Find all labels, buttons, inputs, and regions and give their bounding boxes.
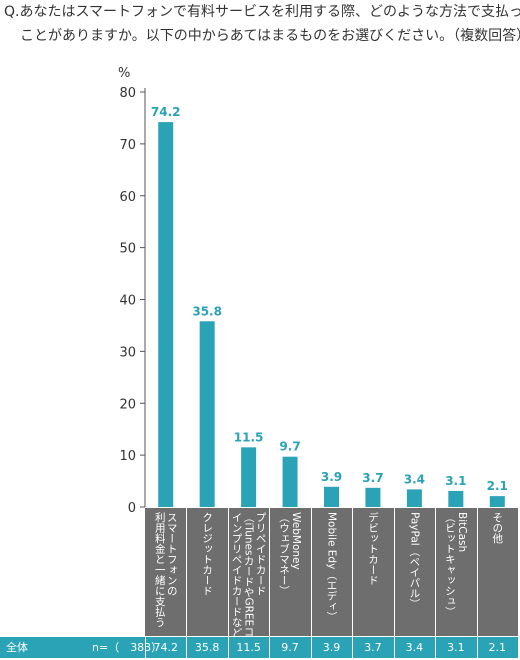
total-row-separator	[186, 637, 188, 658]
question-text: Q.あなたはスマートフォンで有料サービスを利用する際、どのような方法で支払った …	[4, 0, 520, 48]
row-divider	[0, 636, 518, 637]
category-label: BitCash （ビットキャッシュ）	[443, 512, 468, 617]
total-row-value: 11.5	[236, 641, 261, 654]
total-row-value: 3.7	[364, 641, 382, 654]
category-label: PayPal（ペイパル）	[408, 512, 421, 609]
bar-value-label: 2.1	[487, 479, 508, 493]
total-row-n: n=（ 383）	[92, 641, 163, 654]
total-row-separator	[393, 637, 395, 658]
total-row-value: 3.1	[447, 641, 465, 654]
y-tick-label: 60	[119, 190, 136, 205]
bar-value-label: 3.4	[404, 472, 425, 486]
bar	[199, 321, 215, 507]
bar-value-label: 3.1	[445, 474, 466, 488]
bar	[489, 496, 505, 507]
total-row-separator	[227, 637, 229, 658]
category-label: その他	[491, 512, 504, 544]
bar-value-label: 74.2	[151, 105, 181, 119]
y-tick-label: 10	[119, 449, 136, 464]
total-row-separator	[145, 637, 146, 658]
category-label-panel: スマートフォンの 利用料金と一緒に支払う クレジットカード プリペイドカード （iT…	[145, 508, 518, 649]
y-tick-label: 30	[119, 345, 136, 360]
bar	[158, 122, 174, 508]
category-label: デビットカード	[366, 512, 379, 586]
bar-value-label: 35.8	[192, 304, 222, 318]
category-label: WebMoney （ウェブマネー）	[278, 512, 303, 596]
bar-value-label: 9.7	[279, 440, 300, 454]
total-row-value: 2.1	[488, 641, 507, 654]
total-row-separator	[352, 637, 354, 658]
total-row-value: 74.2	[153, 641, 178, 654]
question-line-1: Q.あなたはスマートフォンで有料サービスを利用する際、どのような方法で支払った	[4, 4, 520, 20]
y-tick-label: 50	[119, 242, 136, 257]
total-row-separator	[435, 637, 437, 658]
category-label: Mobile Edy（エディ）	[325, 512, 338, 622]
total-row-value: 3.9	[322, 641, 341, 654]
bar-value-label: 3.7	[362, 471, 383, 485]
category-separator	[310, 508, 312, 636]
y-axis-unit: %	[118, 66, 131, 81]
category-label: プリペイドカード （iTunesカードやGREEコ インプリペイドカードなど）	[230, 512, 267, 649]
category-separator	[227, 508, 229, 636]
total-row-separator	[310, 637, 312, 658]
y-tick-label: 40	[119, 294, 136, 309]
category-label: クレジットカード	[201, 512, 214, 596]
category-separator	[393, 508, 395, 636]
bar-value-label: 3.9	[321, 470, 342, 484]
bar	[448, 490, 464, 507]
y-tick-label: 20	[119, 397, 136, 412]
question-line-2: ことがありますか。以下の中からあてはまるものをお選びください。（複数回答）	[20, 28, 520, 44]
bar	[324, 486, 339, 507]
y-tick-label: 80	[119, 86, 136, 101]
bar	[406, 489, 422, 507]
category-separator	[476, 508, 478, 636]
total-row-separator	[476, 637, 478, 658]
total-row-value: 9.7	[281, 641, 299, 654]
bar	[282, 456, 298, 507]
category-separator	[269, 508, 271, 636]
total-row-label: 全体	[6, 641, 28, 654]
category-label: スマートフォンの 利用料金と一緒に支払う	[153, 512, 178, 628]
y-tick-label: 70	[119, 138, 136, 153]
total-row-value: 35.8	[194, 641, 220, 654]
y-tick-label: 0	[128, 501, 136, 516]
total-row-separator	[269, 637, 271, 658]
total-row: 全体 n=（ 383） 74.2 35.8 11.5 9.7 3.9 3.7 3.4 3.1 2…	[0, 637, 518, 658]
category-separator	[435, 508, 437, 636]
total-row-value: 3.4	[405, 641, 424, 654]
bar	[241, 447, 257, 507]
category-separator	[186, 508, 188, 636]
bar-value-label: 11.5	[234, 430, 264, 444]
category-separator	[352, 508, 354, 636]
bar	[365, 487, 381, 507]
